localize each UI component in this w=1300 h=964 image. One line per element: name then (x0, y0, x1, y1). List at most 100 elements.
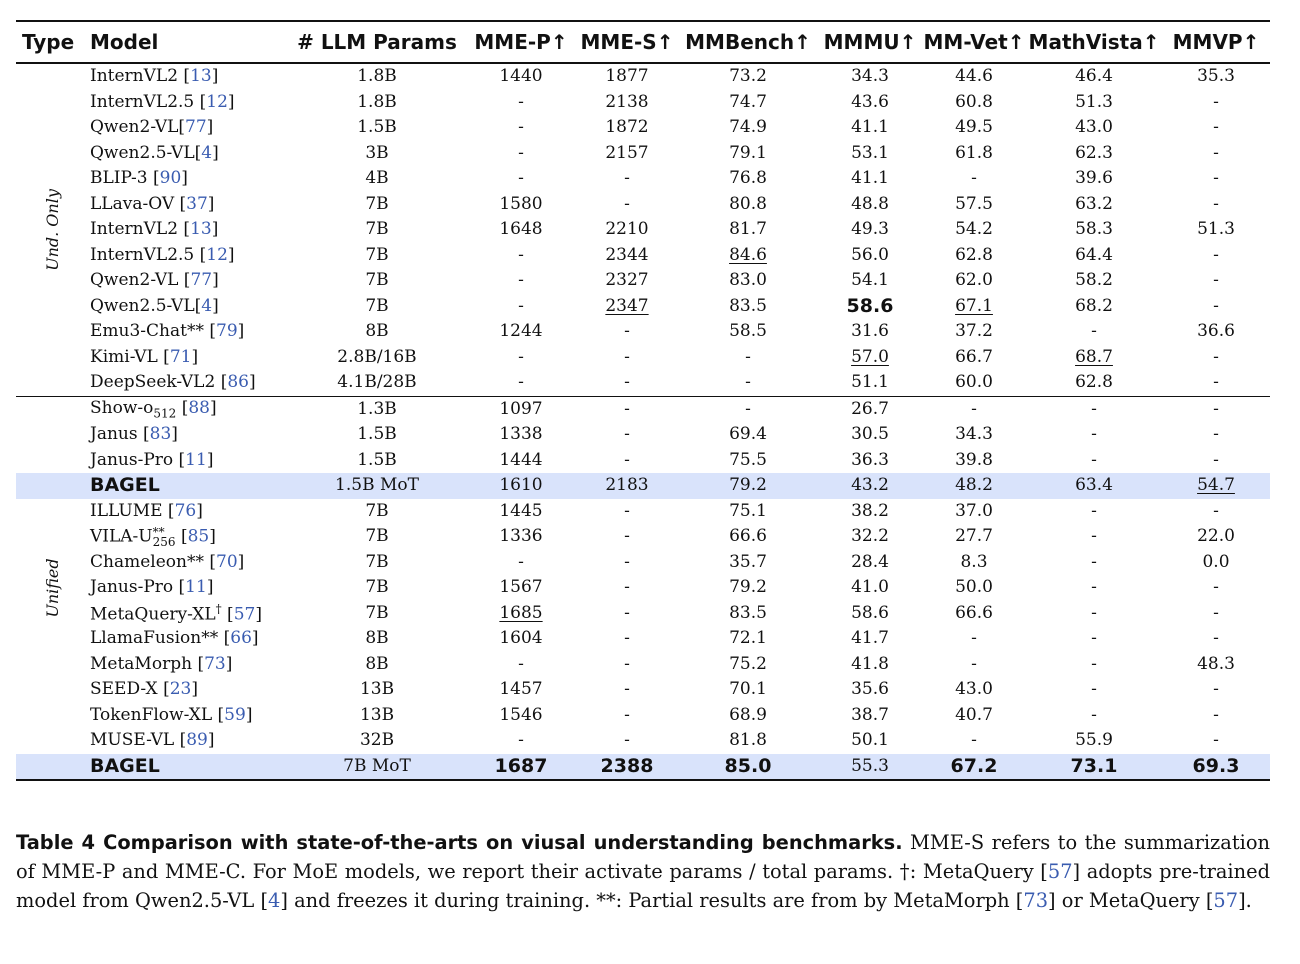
citation-link[interactable]: 57 (233, 604, 256, 625)
model-name-cell: LLava-OV [37] (90, 193, 215, 214)
citation-link[interactable]: 79 (216, 321, 238, 342)
citation-link[interactable]: 12 (206, 244, 228, 265)
caption-ref-2[interactable]: 4 (268, 889, 281, 912)
value-cell: - (576, 652, 678, 678)
table-row: Und. Only InternVL2 [13] 1.8B 1440 1877 73.2 3… (16, 63, 1270, 271)
citation-link[interactable]: 86 (227, 372, 249, 393)
citation-link[interactable]: 71 (169, 346, 192, 367)
value: 53.1 (851, 142, 889, 163)
value: - (624, 449, 630, 470)
value-cell: 1445 (466, 499, 576, 525)
citation-link[interactable]: 23 (169, 679, 192, 700)
citation-link[interactable]: 90 (159, 168, 182, 189)
citation-link[interactable]: 70 (216, 551, 238, 572)
value: 2210 (605, 219, 649, 240)
value: 56.0 (851, 244, 889, 265)
value: 36.3 (851, 449, 889, 470)
value-cell: 75.2 (678, 652, 818, 678)
params-cell: 7B (365, 551, 389, 572)
citation-link[interactable]: 13 (190, 66, 212, 87)
value: 1440 (499, 66, 543, 87)
value-cell: 40.7 (922, 703, 1026, 729)
citation-link[interactable]: 77 (185, 117, 207, 138)
value-cell: 58.2 (1026, 268, 1162, 294)
value: 1604 (499, 628, 543, 649)
params-cell: 1.3B (288, 395, 466, 422)
value-cell: - (922, 166, 1026, 192)
citation-link[interactable]: 83 (149, 424, 172, 445)
value: 1567 (499, 577, 543, 598)
caption-ref-3[interactable]: 73 (1023, 889, 1049, 912)
caption-ref-4[interactable]: 57 (1213, 889, 1239, 912)
value: - (1091, 449, 1097, 470)
citation-link[interactable]: 88 (188, 397, 210, 418)
value-cell: 1244 (466, 319, 576, 345)
value-cell: 67.2 (922, 753, 1026, 781)
citation-link[interactable]: 85 (187, 526, 210, 547)
value: 58.6 (851, 602, 889, 623)
table-row: DeepSeek-VL2 [86] 4.1B/28B - - - 51.1 60.0 62.8… (16, 370, 1270, 396)
table-row: BLIP-3 [90] 4B - - 76.8 41.1 - 39.6 - (16, 166, 1270, 192)
model-name: InternVL2.5 (90, 91, 200, 112)
params-cell: 1.5B (357, 117, 397, 138)
value: 51.1 (851, 372, 889, 393)
table-caption: Table 4 Comparison with state-of-the-art… (16, 828, 1270, 915)
citation-link[interactable]: 4 (201, 142, 213, 163)
value-cell: 60.0 (922, 370, 1026, 396)
value: 69.3 (1192, 754, 1240, 777)
citation-link[interactable]: 66 (230, 628, 252, 649)
value-cell: 53.1 (818, 141, 922, 167)
model-name-cell: BAGEL (16, 753, 288, 781)
table-row: Qwen2-VL[77] 1.5B - 1872 74.9 41.1 49.5 43.0 - (16, 115, 1270, 141)
value: - (1213, 679, 1219, 700)
citation-link[interactable]: 37 (186, 193, 208, 214)
value: 50.0 (955, 577, 993, 598)
value-cell: - (576, 345, 678, 371)
value-cell: - (576, 370, 678, 396)
citation-link[interactable]: 13 (190, 219, 212, 240)
value-cell: 1877 (576, 63, 678, 90)
value: - (1091, 500, 1097, 521)
citation-link[interactable]: 11 (185, 449, 207, 470)
value: 43.0 (1075, 117, 1113, 138)
value: 44.6 (955, 66, 993, 87)
column-header: MathVista↑ (1026, 20, 1162, 64)
value: - (1091, 398, 1097, 419)
model-name-cell: MetaQuery-XL† [57] (90, 601, 262, 625)
table-row: Qwen2.5-VL[4] 7B - 2347 83.5 58.6 67.1 68.2 - (16, 294, 1270, 320)
value: 51.3 (1197, 219, 1235, 240)
value: 54.2 (955, 219, 993, 240)
citation-link[interactable]: 76 (174, 500, 197, 521)
citation-link[interactable]: 89 (186, 730, 208, 751)
caption-ref-1[interactable]: 57 (1047, 860, 1073, 883)
citation-link[interactable]: 4 (201, 295, 213, 316)
value: - (1213, 91, 1219, 112)
model-name: Qwen2-VL (90, 117, 179, 138)
value: 1457 (499, 679, 543, 700)
value-cell: - (576, 395, 678, 422)
value-cell: 74.7 (678, 90, 818, 116)
model-name: BAGEL (90, 754, 160, 777)
value-cell: 81.7 (678, 217, 818, 243)
value: - (1091, 704, 1097, 725)
value: - (518, 730, 524, 751)
value-cell: 50.0 (922, 575, 1026, 601)
value: 41.7 (851, 628, 889, 649)
citation-link[interactable]: 73 (204, 653, 226, 674)
value-cell: - (922, 652, 1026, 678)
value-cell: 68.7 (1026, 345, 1162, 371)
citation-link[interactable]: 11 (185, 577, 207, 598)
value-cell: 66.7 (922, 345, 1026, 371)
params-cell: 1.8B (357, 91, 397, 112)
citation-link[interactable]: 12 (206, 91, 228, 112)
model-name-cell: Qwen2.5-VL[4] (90, 142, 219, 163)
column-header: MMBench↑ (678, 20, 818, 64)
table-row: Qwen2-VL [77] 7B - 2327 83.0 54.1 62.0 58.2 - (16, 268, 1270, 294)
value-cell: 22.0 (1162, 524, 1270, 550)
value: 40.7 (955, 704, 993, 725)
value: 63.4 (1075, 475, 1113, 496)
value-cell: - (576, 703, 678, 729)
citation-link[interactable]: 77 (190, 270, 213, 291)
value-cell: 70.1 (678, 677, 818, 703)
citation-link[interactable]: 59 (224, 704, 246, 725)
